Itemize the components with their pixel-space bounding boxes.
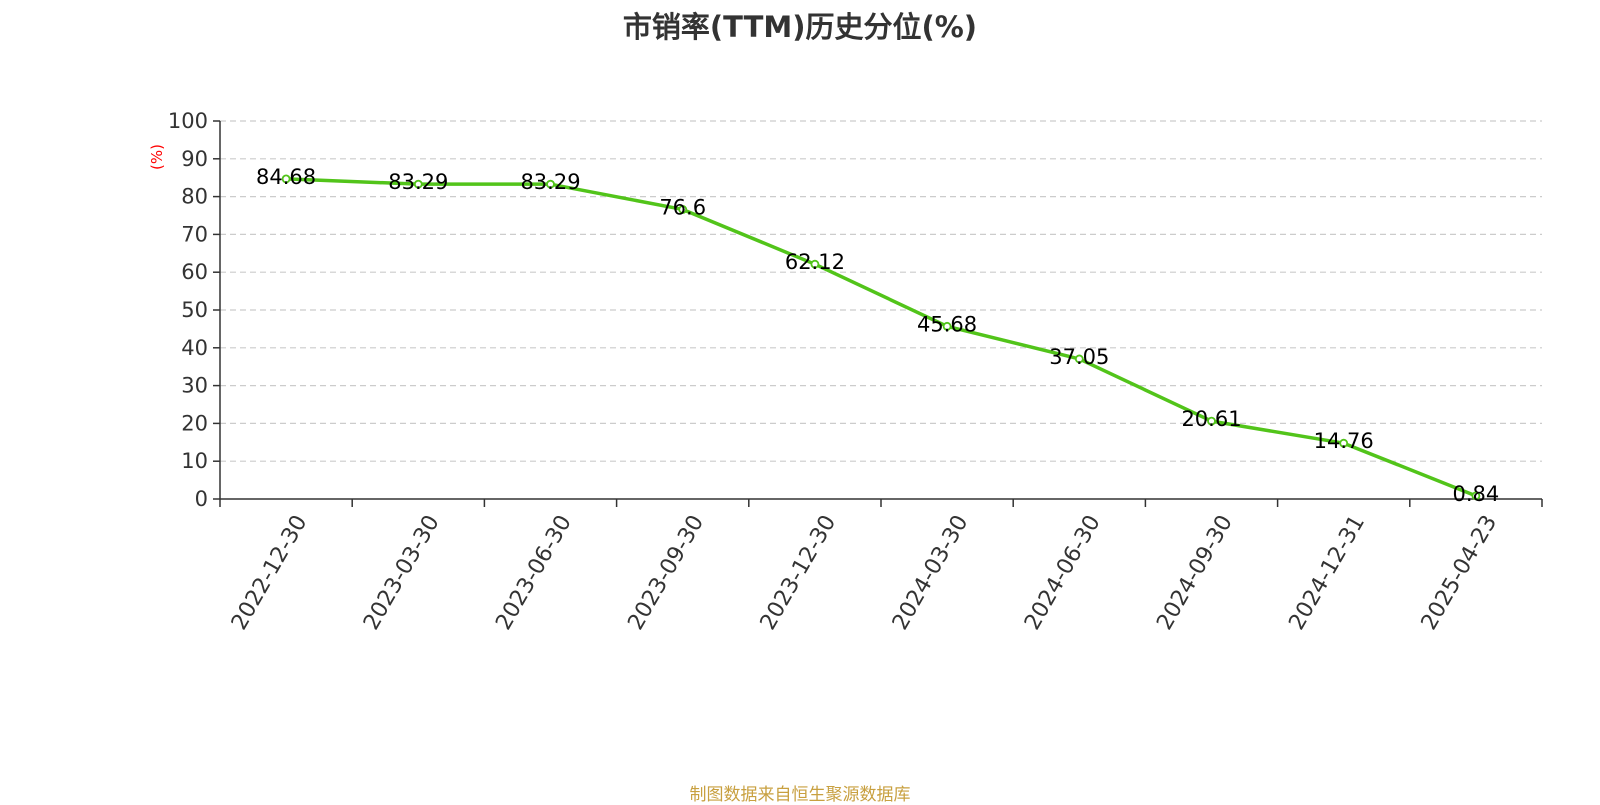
data-point: [1207, 416, 1216, 426]
x-axis-ticks: 2022-12-30 2023-03-30 2023-06-30 2023-09-30…: [227, 511, 1502, 634]
y-tick-label: 50: [181, 298, 208, 322]
y-tick-label: 90: [181, 147, 208, 171]
series-line: [284, 177, 1478, 498]
y-tick-label: 70: [181, 222, 208, 246]
y-tick-label: 20: [181, 411, 208, 435]
x-tick-label: 2023-06-30: [491, 511, 577, 634]
x-tick-label: 2024-09-30: [1152, 511, 1238, 634]
data-point: [1471, 491, 1481, 501]
axes: [213, 120, 1543, 507]
x-tick-label: 2025-04-23: [1417, 511, 1503, 634]
data-point: [1074, 354, 1084, 364]
data-point: [1339, 438, 1349, 448]
data-labels: 84.68 83.29 83.29 76.6 62.12 45.68 37.05 20.61 1…: [256, 165, 1499, 506]
y-tick-label: 10: [181, 449, 208, 473]
data-point: [413, 179, 423, 189]
y-tick-label: 60: [181, 260, 208, 284]
y-tick-label: 40: [181, 336, 208, 360]
data-label: 20.61: [1181, 407, 1241, 431]
x-tick-label: 2024-06-30: [1020, 511, 1106, 634]
data-label: 84.68: [256, 165, 316, 189]
data-label: 0.84: [1453, 482, 1500, 506]
y-tick-label: 0: [195, 487, 208, 511]
x-tick-label: 2023-03-30: [359, 511, 445, 634]
x-tick-label: 2024-12-31: [1284, 511, 1370, 634]
x-tick-label: 2023-12-30: [756, 511, 842, 634]
data-label: 62.12: [785, 250, 845, 274]
data-point: [810, 259, 820, 269]
data-label: 76.6: [659, 195, 706, 219]
data-label: 83.29: [388, 170, 448, 194]
x-tick-label: 2024-03-30: [888, 511, 974, 634]
series-points: [281, 174, 1481, 501]
data-point: [546, 179, 555, 189]
y-tick-label: 100: [168, 109, 208, 133]
data-label: 83.29: [520, 170, 580, 194]
data-point: [678, 205, 688, 214]
y-tick-label: 30: [181, 374, 208, 398]
x-tick-label: 2023-09-30: [623, 511, 709, 634]
y-tick-label: 80: [181, 185, 208, 209]
data-label: 37.05: [1049, 345, 1109, 369]
x-tick-label: 2022-12-30: [227, 511, 313, 634]
data-point: [281, 174, 291, 184]
data-label: 45.68: [917, 312, 977, 336]
chart-title: 市销率(TTM)历史分位(%): [622, 10, 978, 44]
data-point: [942, 321, 952, 331]
data-source-note: 制图数据来自恒生聚源数据库: [689, 785, 911, 805]
y-axis-unit-label: (%): [148, 144, 166, 170]
data-label: 14.76: [1314, 429, 1374, 453]
series-line-path: [284, 177, 1478, 498]
grid-lines: [220, 120, 1542, 462]
y-axis-ticks: 0 10 20 30 40 50 60 70 80 90 100: [168, 109, 208, 511]
